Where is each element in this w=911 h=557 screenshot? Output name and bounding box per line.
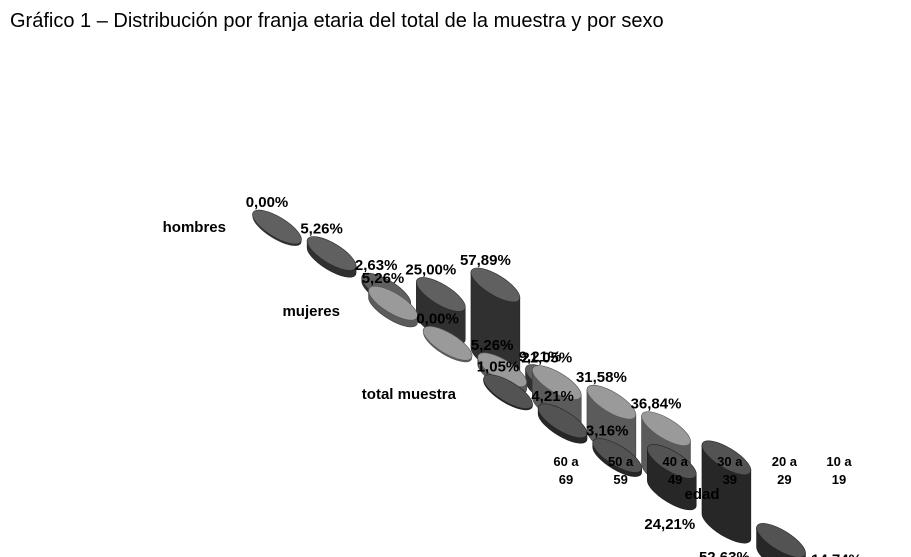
x-tick-label-3: 30 a 39 — [717, 454, 743, 487]
value-label-mujeres-4: 31,58% — [576, 369, 627, 386]
bar-total-muestra-4 — [701, 440, 752, 544]
x-axis-label: edad — [684, 486, 719, 503]
chart-title: Gráfico 1 – Distribución por franja etar… — [10, 10, 664, 32]
value-label-hombres-1: 5,26% — [300, 220, 343, 237]
value-label-hombres-2: 2,63% — [355, 257, 398, 274]
value-label-hombres-5: 9,21% — [519, 349, 562, 366]
bar-hombres-0 — [252, 209, 302, 246]
value-label-mujeres-5: 36,84% — [631, 396, 682, 413]
x-tick-labels: 60 a 69 50 a 59 40 a 49 30 a 39 20 a 29 10 a 19 — [553, 454, 852, 487]
value-label-total-muestra-3: 24,21% — [644, 516, 695, 533]
value-label-hombres-0: 0,00% — [246, 194, 289, 211]
bar-hombres-1 — [306, 236, 357, 278]
x-tick-label-5: 10 a 19 — [826, 454, 852, 487]
series-label-2: total muestra — [362, 386, 457, 403]
value-label-total-muestra-1: 4,21% — [531, 388, 574, 405]
bar-total-muestra-1 — [537, 403, 588, 444]
bar-total-muestra-5 — [756, 523, 806, 557]
x-tick-label-0: 60 a 69 — [553, 454, 579, 487]
value-label-mujeres-0: 5,26% — [362, 270, 405, 287]
value-label-hombres-4: 57,89% — [460, 252, 511, 269]
value-label-total-muestra-5: 14,74% — [811, 552, 862, 557]
bar-total-muestra-2 — [592, 438, 642, 477]
value-label-mujeres-3: 21,05% — [521, 350, 572, 367]
bar-total-muestra-0 — [483, 374, 533, 411]
series-label-0: hombres — [163, 219, 226, 236]
x-tick-label-1: 50 a 59 — [608, 454, 634, 487]
value-label-mujeres-2: 5,26% — [471, 337, 514, 354]
bar-hombres-4 — [470, 267, 521, 378]
value-label-total-muestra-4: 52,63% — [699, 549, 750, 557]
series-label-1: mujeres — [282, 303, 340, 320]
bars-layer — [252, 209, 806, 557]
value-label-total-muestra-0: 1,05% — [477, 359, 520, 376]
value-label-hombres-3: 25,00% — [405, 261, 456, 278]
bar-total-muestra-3 — [647, 444, 697, 511]
value-labels: 0,00%5,26%2,63% 25,00%57,89%9,21%5,26%0,0… — [246, 194, 862, 557]
bar-mujeres-0 — [368, 285, 418, 328]
bar-mujeres-1 — [422, 326, 473, 363]
x-tick-label-4: 20 a 29 — [772, 454, 798, 487]
series-labels: hombres mujeres total muestra — [163, 219, 457, 403]
x-tick-label-2: 40 a 49 — [663, 454, 689, 487]
value-label-mujeres-1: 0,00% — [416, 310, 459, 327]
value-label-total-muestra-2: 3,16% — [586, 423, 629, 440]
